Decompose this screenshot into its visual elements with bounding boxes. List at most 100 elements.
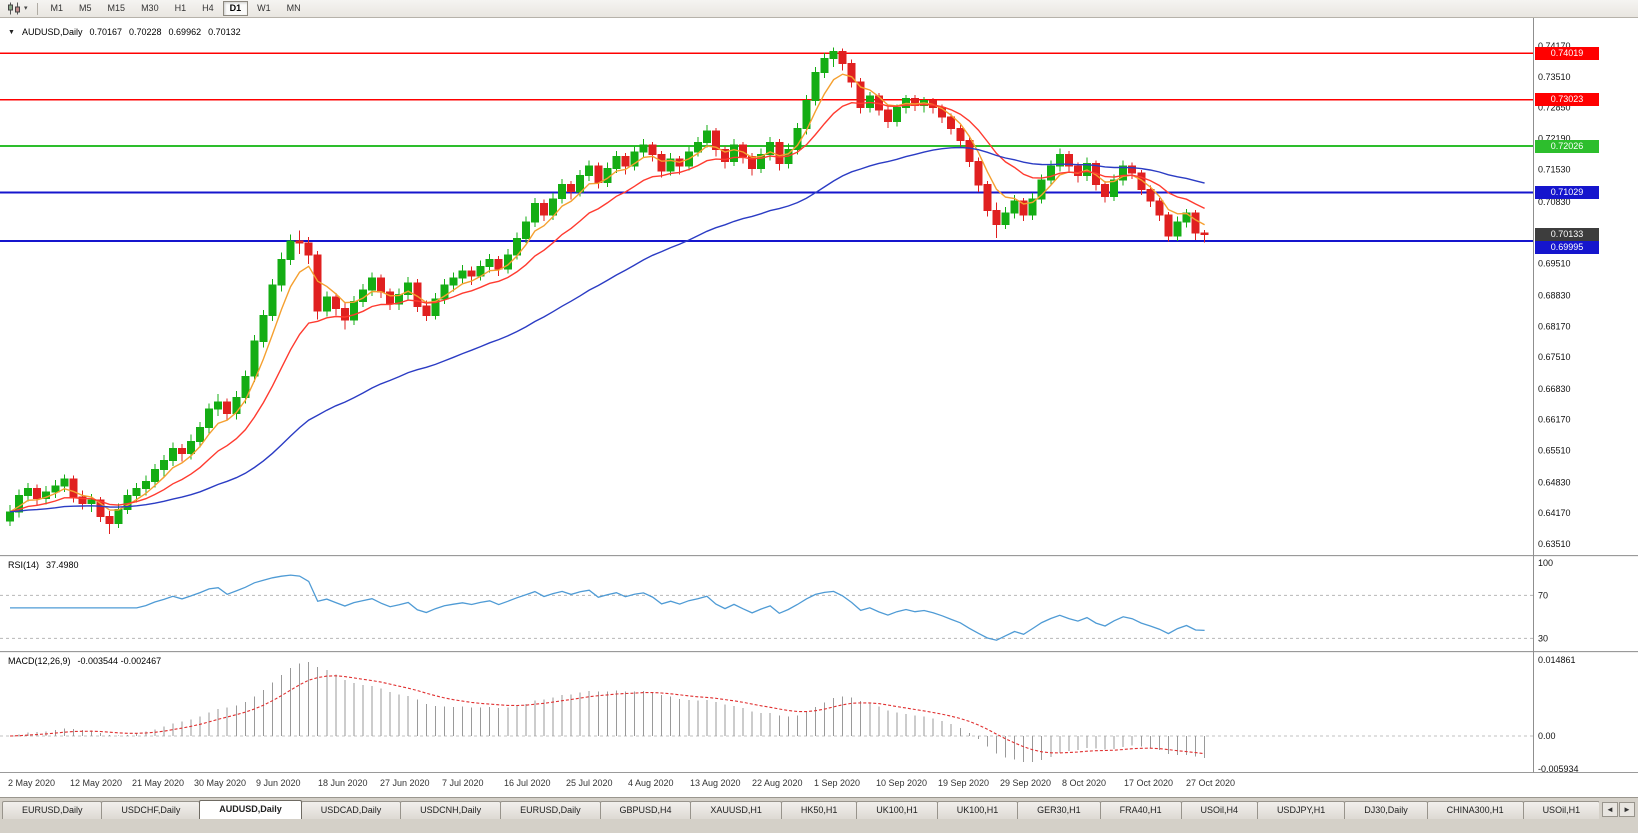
svg-text:18 Jun 2020: 18 Jun 2020 xyxy=(318,778,368,788)
chart-area[interactable]: 0.74170 0.73510 0.72850 0.72190 0.71530 0.708… xyxy=(0,18,1638,797)
chart-tabs: EURUSD,Daily USDCHF,Daily AUDUSD,Daily USDC… xyxy=(2,800,1599,819)
chart-tab-CHINA300-H1[interactable]: CHINA300,H1 xyxy=(1426,801,1524,819)
macd-signal-line xyxy=(9,675,1205,755)
svg-text:13 Aug 2020: 13 Aug 2020 xyxy=(690,778,741,788)
svg-text:30: 30 xyxy=(1538,633,1548,643)
svg-text:1 Sep 2020: 1 Sep 2020 xyxy=(814,778,860,788)
ohlc-close: 0.70132 xyxy=(208,27,241,37)
svg-text:30 May 2020: 30 May 2020 xyxy=(194,778,246,788)
chart-tab-USOil-H1[interactable]: USOil,H1 xyxy=(1522,801,1599,819)
svg-text:0.68170: 0.68170 xyxy=(1538,321,1571,331)
svg-text:4 Aug 2020: 4 Aug 2020 xyxy=(628,778,674,788)
svg-text:0.69510: 0.69510 xyxy=(1538,259,1571,269)
svg-text:0.64170: 0.64170 xyxy=(1538,508,1571,518)
macd-values: -0.003544 -0.002467 xyxy=(77,656,162,666)
svg-text:0.00: 0.00 xyxy=(1538,731,1556,741)
ohlc-low: 0.69962 xyxy=(168,27,202,37)
svg-text:0.64830: 0.64830 xyxy=(1538,477,1571,487)
svg-text:0.68830: 0.68830 xyxy=(1538,290,1571,300)
svg-text:0.72850: 0.72850 xyxy=(1538,103,1571,113)
timeframe-button-H4[interactable]: H4 xyxy=(195,1,221,16)
ohlc-high: 0.70228 xyxy=(129,27,162,37)
timeframe-toolbar: ▾ M1 M5 M15 M30 H1 H4 D1 W1 MN xyxy=(0,0,1638,18)
symbol-dropdown-icon[interactable]: ▼ xyxy=(8,28,15,36)
svg-text:-0.005934: -0.005934 xyxy=(1538,764,1579,774)
svg-text:0.66830: 0.66830 xyxy=(1538,384,1571,394)
chart-tab-USDCHF-Daily[interactable]: USDCHF,Daily xyxy=(101,801,201,819)
svg-text:27 Oct 2020: 27 Oct 2020 xyxy=(1186,778,1235,788)
chart-tab-USDJPY-H1[interactable]: USDJPY,H1 xyxy=(1256,801,1346,819)
svg-text:7 Jul 2020: 7 Jul 2020 xyxy=(442,778,484,788)
hline-price-label-0.69995: 0.69995 xyxy=(1535,241,1599,255)
timeframe-button-MN[interactable]: MN xyxy=(280,1,308,16)
timeframe-buttons: M1 M5 M15 M30 H1 H4 D1 W1 MN xyxy=(43,1,309,16)
svg-text:22 Aug 2020: 22 Aug 2020 xyxy=(752,778,803,788)
macd-pane-header: MACD(12,26,9) -0.003544 -0.002467 xyxy=(8,656,161,666)
chart-canvas[interactable]: 0.74170 0.73510 0.72850 0.72190 0.71530 0.708… xyxy=(0,18,1638,797)
tab-scroll-buttons: ◄ ► xyxy=(1599,802,1636,819)
svg-text:29 Sep 2020: 29 Sep 2020 xyxy=(1000,778,1051,788)
chart-tab-FRA40-H1[interactable]: FRA40,H1 xyxy=(1099,801,1182,819)
rsi-label: RSI(14) xyxy=(8,560,40,570)
chart-type-button[interactable]: ▾ xyxy=(3,1,32,17)
chart-tab-USDCNH-Daily[interactable]: USDCNH,Daily xyxy=(400,801,502,819)
timeframe-button-H1[interactable]: H1 xyxy=(168,1,194,16)
timeframe-button-M30[interactable]: M30 xyxy=(134,1,166,16)
svg-text:100: 100 xyxy=(1538,558,1553,568)
hline-price-label-0.74019: 0.74019 xyxy=(1535,46,1599,60)
svg-text:0.71530: 0.71530 xyxy=(1538,164,1571,174)
ma-slow-line xyxy=(9,146,1205,513)
ma-fast-line xyxy=(9,73,1205,513)
svg-text:9 Jun 2020: 9 Jun 2020 xyxy=(256,778,301,788)
svg-text:70: 70 xyxy=(1538,590,1548,600)
svg-text:0.67510: 0.67510 xyxy=(1538,352,1571,362)
svg-text:0.72190: 0.72190 xyxy=(1538,133,1571,143)
candlestick-series xyxy=(6,47,1209,535)
svg-text:0.70830: 0.70830 xyxy=(1538,197,1571,207)
svg-text:10 Sep 2020: 10 Sep 2020 xyxy=(876,778,927,788)
chart-tab-UK100-H1[interactable]: UK100,H1 xyxy=(856,801,938,819)
chart-header: ▼ AUDUSD,Daily 0.70167 0.70228 0.69962 0… xyxy=(8,27,241,37)
chart-tab-XAUUSD-H1[interactable]: XAUUSD,H1 xyxy=(690,801,782,819)
timeframe-button-M5[interactable]: M5 xyxy=(72,1,99,16)
svg-text:0.63510: 0.63510 xyxy=(1538,539,1571,549)
chart-tab-DJ30-Daily[interactable]: DJ30,Daily xyxy=(1344,801,1428,819)
toolbar-separator xyxy=(36,2,38,15)
time-axis: 2 May 2020 12 May 2020 21 May 2020 30 May 2… xyxy=(8,778,1235,788)
timeframe-button-M15[interactable]: M15 xyxy=(101,1,133,16)
chart-tab-USDCAD-Daily[interactable]: USDCAD,Daily xyxy=(300,801,402,819)
chart-tab-HK50-H1[interactable]: HK50,H1 xyxy=(780,801,858,819)
chart-tab-AUDUSD-Daily[interactable]: AUDUSD,Daily xyxy=(199,800,302,819)
timeframe-button-W1[interactable]: W1 xyxy=(250,1,278,16)
svg-text:16 Jul 2020: 16 Jul 2020 xyxy=(504,778,551,788)
svg-text:8 Oct 2020: 8 Oct 2020 xyxy=(1062,778,1106,788)
svg-text:0.65510: 0.65510 xyxy=(1538,446,1571,456)
candlestick-chart-icon xyxy=(8,2,20,15)
svg-text:12 May 2020: 12 May 2020 xyxy=(70,778,122,788)
rsi-line xyxy=(10,574,1205,641)
chart-tab-GBPUSD-H4[interactable]: GBPUSD,H4 xyxy=(599,801,692,819)
chevron-down-icon: ▾ xyxy=(24,4,28,12)
tabs-scroll-left-button[interactable]: ◄ xyxy=(1602,802,1618,817)
svg-text:0.014861: 0.014861 xyxy=(1538,655,1576,665)
svg-text:21 May 2020: 21 May 2020 xyxy=(132,778,184,788)
ma-medium-line xyxy=(9,101,1205,513)
chart-tab-GER30-H1[interactable]: GER30,H1 xyxy=(1017,801,1101,819)
hline-price-label-0.72026: 0.72026 xyxy=(1535,139,1599,153)
svg-text:0.74170: 0.74170 xyxy=(1538,41,1571,51)
svg-text:0.73510: 0.73510 xyxy=(1538,72,1571,82)
svg-text:0.66170: 0.66170 xyxy=(1538,415,1571,425)
chart-tab-EURUSD-Daily[interactable]: EURUSD,Daily xyxy=(500,801,601,819)
current-price-label-0.70133: 0.70133 xyxy=(1535,228,1599,242)
tabs-scroll-right-button[interactable]: ► xyxy=(1619,802,1635,817)
chart-tab-USOil-H4[interactable]: USOil,H4 xyxy=(1180,801,1258,819)
chart-tab-UK100-H1[interactable]: UK100,H1 xyxy=(936,801,1019,819)
svg-text:27 Jun 2020: 27 Jun 2020 xyxy=(380,778,430,788)
svg-text:25 Jul 2020: 25 Jul 2020 xyxy=(566,778,613,788)
timeframe-button-D1[interactable]: D1 xyxy=(222,1,249,16)
chart-tab-EURUSD-Daily[interactable]: EURUSD,Daily xyxy=(2,801,103,819)
symbol-title: AUDUSD,Daily xyxy=(21,27,83,37)
ohlc-open: 0.70167 xyxy=(89,27,122,37)
timeframe-button-M1[interactable]: M1 xyxy=(44,1,71,16)
macd-histogram xyxy=(18,662,1206,762)
